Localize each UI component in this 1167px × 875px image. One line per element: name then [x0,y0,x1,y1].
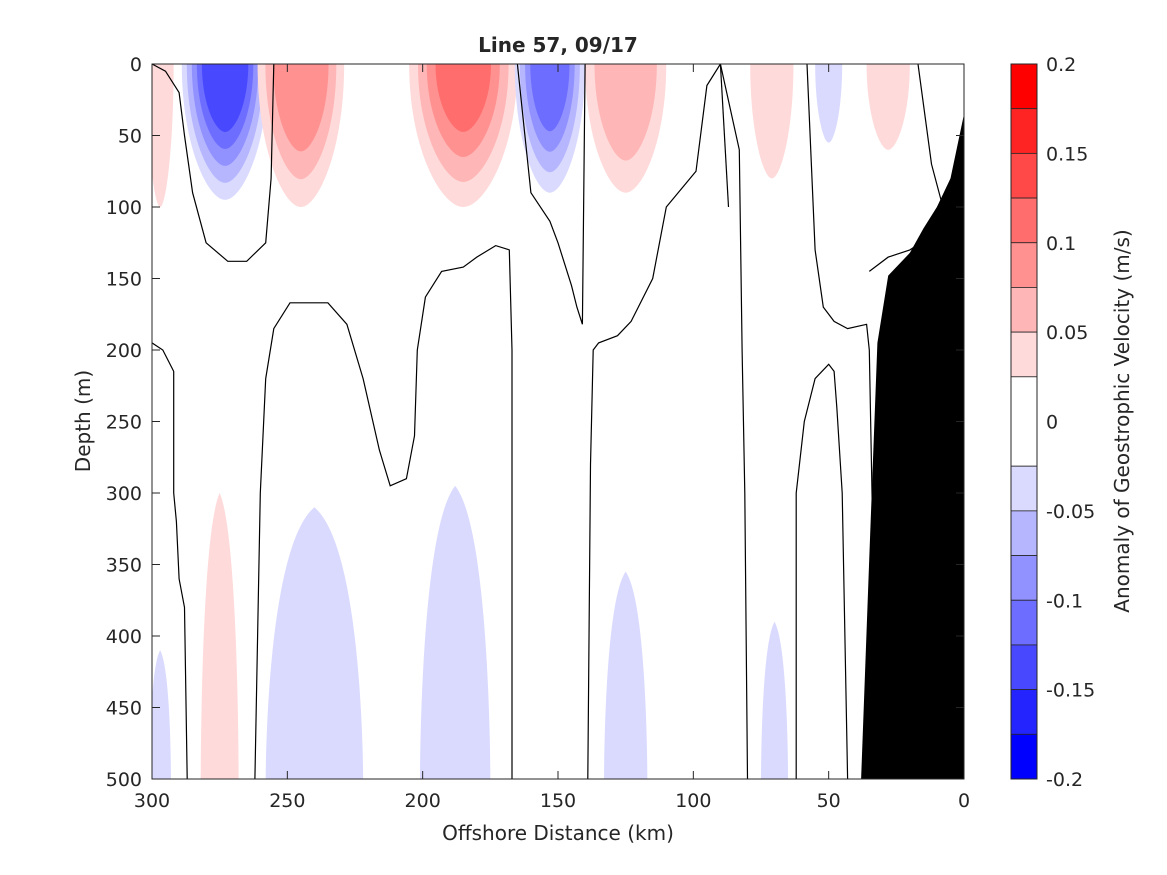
y-tick-label: 100 [106,197,142,219]
velocity-anomaly-field [152,64,910,779]
anomaly-band [152,650,171,779]
colorbar-swatch [1010,108,1038,154]
anomaly-band [152,64,174,207]
y-tick-label: 0 [130,54,142,76]
x-tick-label: 150 [540,790,576,812]
x-tick-label: 200 [405,790,441,812]
y-tick-label: 500 [106,769,142,791]
colorbar-tick-label: 0.15 [1046,143,1088,165]
x-tick-label: 250 [269,790,305,812]
x-axis: 300 250 200 150 100 50 0 [134,64,970,812]
y-tick-label: 150 [106,269,142,291]
colorbar-swatch [1010,287,1038,333]
zero-contour-line [587,64,749,779]
x-tick-label: 300 [134,790,170,812]
anomaly-band [604,571,648,779]
y-tick-label: 200 [106,340,142,362]
colorbar-swatch [1010,644,1038,691]
colorbar-swatch [1010,63,1038,110]
anomaly-band [200,493,239,779]
y-tick-label: 450 [106,698,142,720]
y-tick-label: 350 [106,555,142,577]
anomaly-band [201,64,249,132]
colorbar-swatch [1010,331,1038,378]
colorbar-tick-label: -0.2 [1046,769,1083,791]
zero-contour-line [254,244,513,779]
colorbar-swatch [1010,733,1038,780]
y-tick-label: 50 [118,126,142,148]
colorbar-label: Anomaly of Geostrophic Velocity (m/s) [1110,229,1134,612]
seafloor-land [861,114,964,779]
colorbar-swatch [1010,376,1038,467]
colorbar-tick-label: 0.05 [1046,322,1088,344]
anomaly-band [265,507,364,779]
colorbar-tick-label: 0.1 [1046,233,1076,255]
x-axis-label: Offshore Distance (km) [442,821,674,845]
anomaly-band [435,64,492,132]
colorbar-swatch [1010,599,1038,646]
anomaly-band [273,64,329,152]
colorbar-swatch [1010,197,1038,244]
anomaly-band [530,64,570,132]
y-tick-label: 250 [106,412,142,434]
zero-contour-line [719,64,730,208]
anomaly-band [594,64,657,161]
y-axis: 0 50 100 150 200 250 300 350 400 450 500 [106,54,964,791]
colorbar-tick-label: 0 [1046,412,1058,434]
colorbar-tick-label: 0.2 [1046,54,1076,76]
y-tick-label: 400 [106,626,142,648]
zero-contour-line [795,363,849,779]
colorbar-swatch [1010,242,1038,288]
anomaly-band [750,64,794,179]
anomaly-band [761,621,789,779]
colorbar-tick-label: -0.15 [1046,680,1095,702]
y-axis-label: Depth (m) [71,370,95,472]
colorbar-frame [1010,63,1038,780]
colorbar-swatch [1010,555,1038,601]
colorbar-swatch [1010,510,1038,556]
x-tick-label: 50 [817,790,841,812]
chart-title: Line 57, 09/17 [478,33,638,57]
zero-contour-line [152,64,275,262]
anomaly-band [866,64,910,150]
colorbar-swatch [1010,465,1038,512]
zero-contour-line [152,342,188,779]
land-mask [861,114,964,779]
anomaly-band [419,485,491,779]
anomaly-band [815,64,843,143]
x-tick-label: 0 [958,790,970,812]
colorbar: 0.2 0.15 0.1 0.05 0 -0.05 -0.1 -0.15 -0.2 [1010,54,1095,791]
x-tick-label: 100 [675,790,711,812]
colorbar-tick-label: -0.05 [1046,501,1095,523]
colorbar-swatch [1010,689,1038,735]
y-tick-label: 300 [106,483,142,505]
colorbar-tick-label: -0.1 [1046,590,1083,612]
zero-contour-line [516,64,586,325]
colorbar-swatch [1010,152,1038,199]
